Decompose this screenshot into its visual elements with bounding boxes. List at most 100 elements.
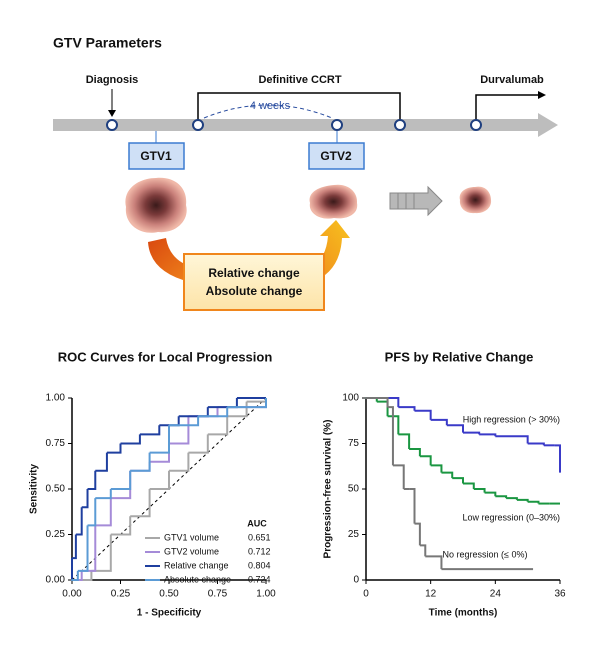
y-tick-label: 75 [348, 438, 360, 449]
curve-step [409, 488, 416, 524]
curve-step [425, 555, 443, 570]
curve-step [95, 489, 112, 500]
tumor [125, 177, 187, 233]
x-axis-label: Time (months) [429, 608, 498, 619]
curve-step [484, 491, 497, 497]
curve-step [446, 424, 464, 433]
curve-label: High regression (> 30%) [463, 414, 560, 424]
curve-step [463, 431, 481, 435]
x-tick-label: 36 [554, 589, 566, 600]
legend-auc: 0.712 [248, 546, 271, 556]
curve-step [75, 507, 83, 536]
timepoints [106, 119, 482, 131]
curve-step [511, 435, 529, 444]
curve-step [398, 433, 411, 449]
curve-step [479, 433, 497, 437]
legend-auc: 0.804 [248, 560, 271, 570]
x-tick-label: 12 [425, 589, 437, 600]
gtv-box [308, 142, 365, 170]
y-tick-label: 25 [348, 529, 360, 540]
curve-step [72, 570, 79, 581]
curve-step [414, 409, 432, 420]
gtv-label: GTV2 [320, 149, 352, 163]
curve-step [554, 444, 561, 473]
y-axis-label: Progression-free survival (%) [323, 420, 334, 559]
timepoint [470, 119, 482, 131]
interval-label: 4 weeks [250, 100, 291, 112]
curve-step [387, 406, 394, 466]
y-tick-label: 1.00 [46, 393, 66, 404]
curve-step [87, 498, 97, 527]
y-axis-label: Sensitivity [29, 464, 40, 514]
curve-label: Low regression (0–30%) [462, 512, 560, 522]
pointer-head [538, 91, 546, 99]
x-tick-label: 0.75 [208, 589, 228, 600]
curve-step [207, 398, 238, 409]
curve-step [419, 455, 432, 466]
durvalumab-bracket [475, 94, 540, 125]
y-tick-label: 0.00 [46, 575, 66, 586]
curve-step [198, 407, 229, 418]
curve-step [207, 416, 229, 436]
x-axis-label: 1 - Specificity [137, 608, 202, 619]
y-tick-label: 0.75 [46, 438, 66, 449]
pointer-head [108, 110, 116, 117]
curve-step [169, 452, 190, 472]
legend-label: Absolute change [164, 574, 231, 584]
curve-step [149, 470, 170, 490]
curve-step [149, 425, 170, 454]
legend-auc: 0.651 [248, 532, 271, 542]
curve-step [159, 416, 180, 427]
legend-label: Relative change [164, 560, 229, 570]
gtv-box [128, 142, 185, 170]
y-tick-label: 100 [342, 393, 359, 404]
legend-title: AUC [247, 518, 267, 528]
curve-step [473, 488, 486, 493]
curve-step [139, 425, 161, 436]
curve-step [441, 471, 454, 479]
curve-step [106, 443, 122, 454]
curve-step [178, 407, 209, 418]
curve-step [120, 434, 141, 445]
curve-step [130, 489, 151, 518]
curve-label: No regression (≤ 0%) [443, 549, 528, 559]
legend-auc: 0.724 [248, 574, 271, 584]
shrink-arrow [389, 185, 443, 217]
timepoint [394, 119, 406, 131]
interval-arc [203, 104, 333, 119]
x-tick-label: 0.00 [62, 589, 82, 600]
tumor [309, 184, 358, 219]
curve-step [130, 452, 151, 472]
curve-step [87, 470, 97, 490]
curve-step [419, 544, 427, 557]
curve-step [72, 534, 77, 560]
timeline-label: Definitive CCRT [258, 74, 341, 86]
curve-step [452, 477, 464, 484]
curve-step [227, 398, 267, 409]
curve-step [506, 497, 518, 500]
change-label: Absolute change [206, 284, 303, 298]
x-tick-label: 24 [490, 589, 502, 600]
curve-step [430, 418, 448, 426]
x-tick-label: 1.00 [256, 589, 276, 600]
curve-step [463, 482, 475, 489]
timeline-label: Durvalumab [480, 74, 544, 86]
curve-step [81, 489, 89, 509]
curve-step [516, 498, 529, 502]
curve-step [495, 495, 508, 499]
curve-step [169, 416, 200, 427]
legend-label: GTV1 volume [164, 532, 219, 542]
curve-step [110, 470, 132, 500]
curve-step [414, 522, 421, 546]
gtv-label: GTV1 [140, 149, 172, 163]
timepoint [331, 119, 343, 131]
y-tick-label: 0.25 [46, 529, 66, 540]
curve-step [91, 534, 112, 572]
chart-title: PFS by Relative Change [385, 349, 534, 364]
curve-step [110, 470, 132, 490]
x-tick-label: 0.25 [111, 589, 131, 600]
curve-step [130, 461, 151, 472]
x-tick-label: 0.50 [159, 589, 179, 600]
ccrt-bracket [197, 92, 401, 125]
curve-step [387, 415, 400, 435]
